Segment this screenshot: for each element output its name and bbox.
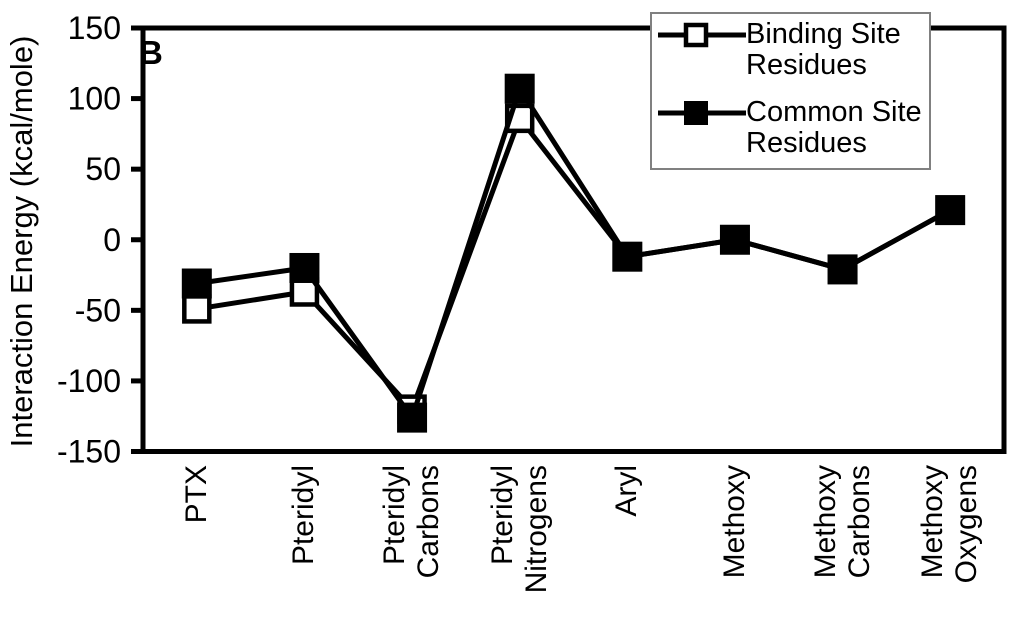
legend-item-common-site: Common Site Residues xyxy=(658,97,923,159)
y-tick-label: 100 xyxy=(68,81,121,117)
common-site-residues-marker xyxy=(504,73,535,104)
legend-label: Binding Site Residues xyxy=(746,18,901,81)
open-square-marker-icon xyxy=(658,22,746,48)
binding-site-residues-marker xyxy=(182,294,212,324)
common-site-residues-marker xyxy=(612,241,643,272)
y-tick-label: 150 xyxy=(68,10,121,46)
x-axis-label: PTX xyxy=(179,465,213,524)
y-tick-label: 0 xyxy=(103,222,121,258)
x-axis-label: Methoxy xyxy=(717,465,751,579)
x-axis-label: Aryl xyxy=(610,465,644,517)
y-axis-title: Interaction Energy (kcal/mole) xyxy=(4,35,39,448)
common-site-residues-marker xyxy=(397,402,428,433)
y-tick-label: -150 xyxy=(57,434,121,470)
common-site-residues-marker xyxy=(181,268,212,299)
common-site-residues-marker xyxy=(935,195,966,226)
x-axis-label: Methoxy Oxygens xyxy=(916,465,984,584)
common-site-residues-marker xyxy=(719,224,750,255)
y-tick-label: -50 xyxy=(75,292,121,328)
y-tick-label: -100 xyxy=(57,363,121,399)
legend-label: Common Site Residues xyxy=(746,96,922,159)
x-axis-label: Pteridyl xyxy=(287,465,321,566)
x-axis-label: Methoxy Carbons xyxy=(808,465,876,579)
panel-label: B xyxy=(139,34,163,71)
legend-item-binding-site: Binding Site Residues xyxy=(658,19,923,81)
filled-square-marker-icon xyxy=(658,101,746,125)
common-site-residues-marker xyxy=(827,254,858,285)
common-site-residues-line xyxy=(196,82,952,424)
x-axis-label: Pteridyl Nitrogens xyxy=(485,465,553,594)
legend: Binding Site Residues Common Site Residu… xyxy=(650,12,931,170)
x-axis-label: Pteridyl Carbons xyxy=(378,465,446,579)
y-tick-label: 50 xyxy=(85,151,121,187)
common-site-residues-marker xyxy=(289,252,320,283)
